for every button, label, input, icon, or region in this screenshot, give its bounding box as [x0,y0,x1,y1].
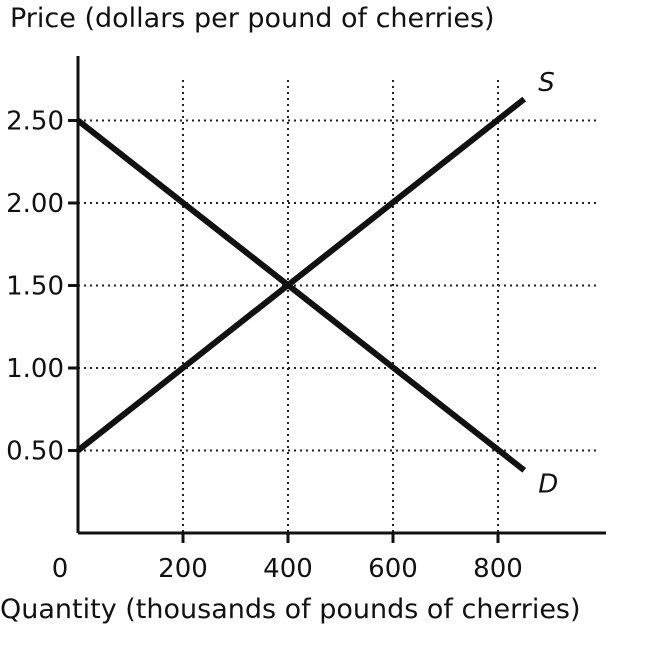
y-tick-label-2: 1.50 [6,272,64,302]
y-axis-title: Price (dollars per pound of cherries) [10,3,495,34]
x-tick-label-1: 400 [263,554,313,584]
x-axis-title: Quantity (thousands of pounds of cherrie… [0,594,581,625]
x-tick-labels: 200 400 600 800 [158,533,523,584]
y-tick-labels: 0.50 1.00 1.50 2.00 2.50 [6,107,78,467]
y-tick-label-3: 2.00 [6,189,64,219]
grid-lines [78,80,596,533]
x-tick-label-0: 200 [158,554,208,584]
origin-label: 0 [52,554,69,584]
x-tick-label-2: 600 [368,554,418,584]
supply-curve-label: S [538,68,555,98]
series-lines: SD [76,68,558,499]
x-tick-label-3: 800 [473,554,523,584]
y-tick-label-4: 2.50 [6,107,64,137]
supply-curve [76,96,527,453]
y-tick-label-0: 0.50 [6,437,64,467]
y-tick-label-1: 1.00 [6,354,64,384]
demand-curve [76,118,527,473]
demand-curve-label: D [538,469,558,499]
